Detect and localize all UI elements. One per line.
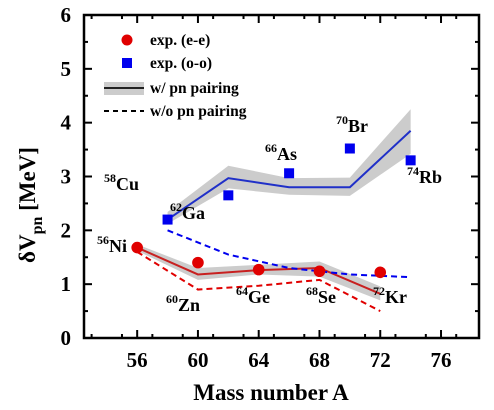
data-point-oo	[344, 143, 355, 154]
isotope-symbol: Ni	[109, 236, 127, 256]
isotope-symbol: Ga	[182, 203, 205, 223]
data-point-oo	[223, 190, 234, 201]
y-tick-label: 0	[61, 326, 72, 350]
y-tick-label: 3	[61, 165, 72, 189]
isotope-mass: 64	[236, 284, 248, 298]
x-tick-label: 64	[248, 348, 270, 372]
y-axis-title-unit: [MeV]	[15, 147, 40, 217]
isotope-symbol: Ge	[248, 287, 270, 307]
isotope-symbol: Kr	[385, 287, 407, 307]
data-point-ee	[313, 265, 326, 278]
data-point-oo	[284, 168, 295, 179]
legend-label-ee: exp. (e-e)	[150, 32, 210, 49]
legend-marker-oo	[122, 58, 132, 68]
x-tick-label: 68	[309, 348, 330, 372]
x-axis-title: Mass number A	[193, 380, 349, 405]
isotope-mass: 70	[336, 113, 348, 127]
y-tick-label: 4	[61, 111, 72, 135]
isotope-symbol: Br	[348, 116, 368, 136]
data-point-oo	[162, 214, 173, 225]
legend-label-without-pn: w/o pn pairing	[150, 103, 247, 120]
data-point-ee	[131, 241, 143, 254]
data-markers	[131, 143, 416, 279]
y-tick-label: 1	[61, 272, 72, 296]
isotope-label-ge: 64Ge	[236, 284, 270, 307]
legend-marker-ee	[121, 34, 133, 46]
isotope-symbol: Rb	[419, 167, 442, 187]
model-line-without-pn-3	[136, 251, 381, 312]
isotope-mass: 72	[373, 284, 385, 298]
y-tick-label: 2	[61, 218, 72, 242]
isotope-mass: 56	[97, 233, 109, 247]
uncertainty-band-7	[167, 109, 411, 224]
y-tick-labels: 0 1 2 3 4 5 6	[61, 3, 72, 350]
isotope-label-zn: 60Zn	[166, 292, 200, 315]
isotope-mass: 60	[166, 292, 178, 306]
isotope-label-ni: 56Ni	[97, 233, 127, 256]
isotope-symbol: Zn	[178, 295, 200, 315]
y-axis-title-sub: pn	[29, 217, 46, 235]
data-point-ee	[192, 256, 204, 269]
isotope-symbol: Cu	[116, 174, 139, 194]
isotope-mass: 74	[407, 164, 419, 178]
x-tick-label: 76	[431, 348, 452, 372]
isotope-symbol: Se	[318, 287, 336, 307]
y-tick-label: 5	[61, 57, 72, 81]
y-tick-label: 6	[61, 3, 72, 27]
legend-label-oo: exp. (o-o)	[150, 55, 212, 72]
data-point-ee	[374, 266, 387, 279]
isotope-label-se: 68Se	[306, 284, 336, 307]
model-line-with-pn-4	[166, 130, 412, 221]
data-point-ee	[252, 263, 265, 276]
isotope-mass: 66	[265, 141, 277, 155]
data-point-oo	[405, 155, 416, 166]
isotope-label-kr: 72Kr	[373, 284, 407, 307]
legend-label-with-pn: w/ pn pairing	[150, 80, 239, 97]
isotope-mass: 68	[306, 284, 318, 298]
x-tick-labels: 56 60 64 68 72 76	[127, 348, 452, 372]
isotope-mass: 58	[104, 171, 116, 185]
isotope-label-rb: 74Rb	[407, 164, 442, 187]
axis-ticks	[84, 14, 479, 339]
isotope-mass: 62	[170, 200, 182, 214]
legend: exp. (e-e) exp. (o-o) w/ pn pairing w/o …	[104, 32, 247, 120]
y-axis-title-main: δV	[15, 234, 40, 263]
x-tick-label: 56	[127, 348, 148, 372]
isotope-label-as: 66As	[265, 141, 297, 164]
y-axis-title: δVpn [MeV]	[15, 147, 46, 263]
isotope-symbol: As	[277, 144, 297, 164]
isotope-label-ga: 62Ga	[170, 200, 205, 223]
x-tick-label: 72	[370, 348, 391, 372]
model-line-without-pn-5	[167, 229, 411, 279]
isotope-label-br: 70Br	[336, 113, 368, 136]
x-tick-label: 60	[187, 348, 208, 372]
isotope-label-cu: 58Cu	[104, 171, 139, 194]
